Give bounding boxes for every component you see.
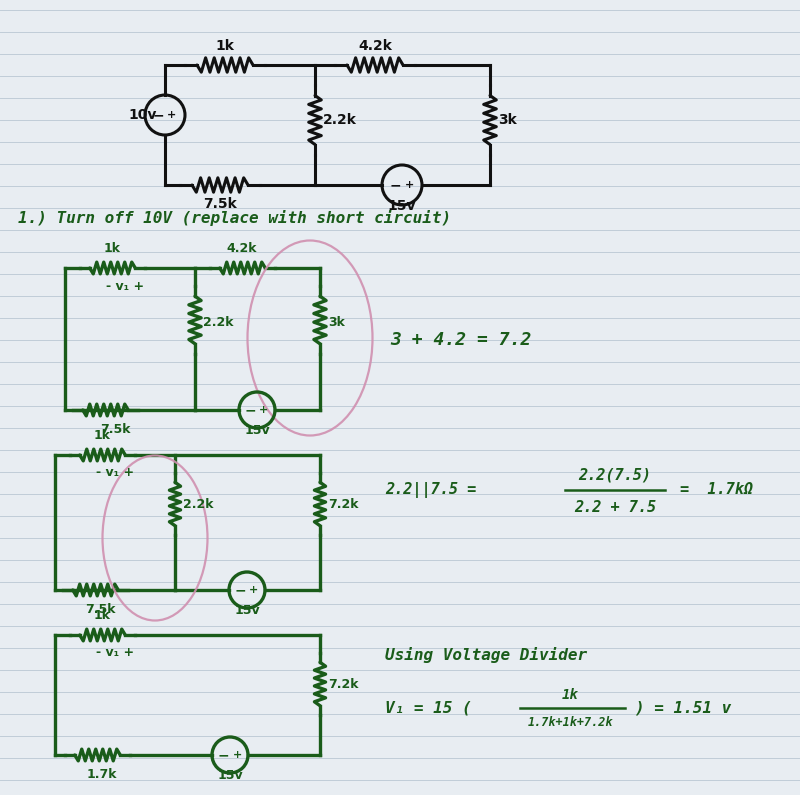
Text: 2.2k: 2.2k: [203, 316, 234, 329]
Text: +: +: [259, 405, 269, 415]
Text: - v₁ +: - v₁ +: [96, 646, 134, 660]
Text: 4.2k: 4.2k: [226, 242, 258, 255]
Text: 2.2k: 2.2k: [183, 498, 214, 511]
Text: −: −: [244, 403, 256, 417]
Text: −: −: [217, 748, 229, 762]
Text: 1.) Turn off 10V (replace with short circuit): 1.) Turn off 10V (replace with short cir…: [18, 210, 451, 226]
Text: 2.2||7.5 =: 2.2||7.5 =: [385, 482, 486, 498]
Text: 2.2 + 7.5: 2.2 + 7.5: [574, 499, 656, 514]
Text: 10v: 10v: [129, 108, 157, 122]
Text: 4.2k: 4.2k: [358, 39, 392, 53]
Text: 2.2(7.5): 2.2(7.5): [578, 467, 651, 483]
Text: Using Voltage Divider: Using Voltage Divider: [385, 647, 587, 663]
Text: 15v: 15v: [388, 199, 416, 213]
Text: 3k: 3k: [328, 316, 345, 329]
Text: +: +: [404, 180, 414, 190]
Text: 7.5k: 7.5k: [100, 423, 130, 436]
Text: 1.7k: 1.7k: [86, 768, 118, 781]
Text: +: +: [250, 585, 258, 595]
Text: 3 + 4.2 = 7.2: 3 + 4.2 = 7.2: [390, 331, 531, 349]
Text: - v₁ +: - v₁ +: [96, 467, 134, 479]
Text: V₁ = 15 (: V₁ = 15 (: [385, 700, 472, 716]
Text: 7.2k: 7.2k: [328, 498, 358, 511]
Text: 15v: 15v: [244, 424, 270, 437]
Text: 7.5k: 7.5k: [85, 603, 115, 616]
Text: =  1.7kΩ: = 1.7kΩ: [680, 483, 753, 498]
Text: −: −: [152, 108, 164, 122]
Text: +: +: [232, 750, 242, 760]
Text: +: +: [167, 110, 177, 120]
Text: 1k: 1k: [94, 429, 110, 442]
Text: 15v: 15v: [217, 769, 243, 782]
Text: 1k: 1k: [103, 242, 121, 255]
Text: 2.2k: 2.2k: [323, 113, 357, 127]
Text: 1k: 1k: [215, 39, 234, 53]
Text: 7.2k: 7.2k: [328, 678, 358, 692]
Text: 1k: 1k: [562, 688, 578, 702]
Text: 7.5k: 7.5k: [203, 197, 237, 211]
Text: - v₁ +: - v₁ +: [106, 280, 144, 293]
Text: 3k: 3k: [498, 113, 517, 127]
Text: −: −: [234, 583, 246, 597]
Text: 1.7k+1k+7.2k: 1.7k+1k+7.2k: [527, 716, 613, 728]
Text: 15v: 15v: [234, 604, 260, 617]
Text: −: −: [389, 178, 401, 192]
Text: 1k: 1k: [94, 609, 110, 622]
Text: ) = 1.51 v: ) = 1.51 v: [635, 700, 731, 716]
